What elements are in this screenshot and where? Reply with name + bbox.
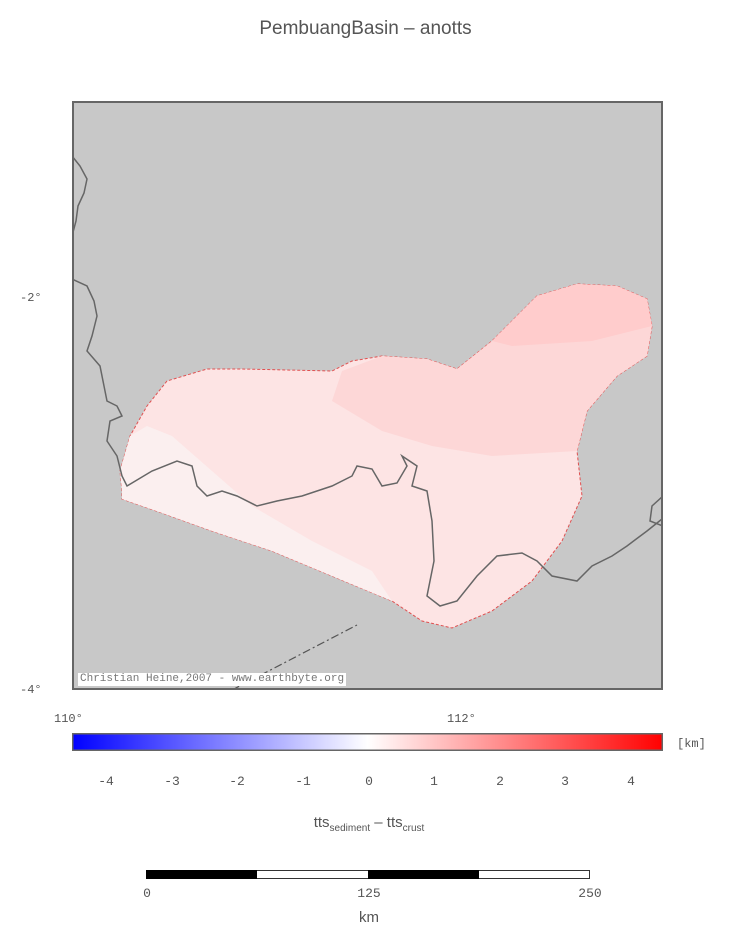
colorbar-tick: 1	[430, 774, 438, 789]
scale-label: 125	[357, 886, 381, 901]
colorbar-unit: [km]	[677, 737, 706, 751]
colorbar-tick: 2	[496, 774, 504, 789]
map-panel	[72, 101, 663, 690]
colorbar-label: ttssediment – ttscrust	[313, 814, 425, 834]
colorbar-tick: 4	[627, 774, 635, 789]
colorbar-tick: 0	[365, 774, 373, 789]
map-title: PembuangBasin – anotts	[259, 18, 472, 39]
y-tick-label: -4°	[20, 683, 42, 697]
scale-unit: km	[359, 909, 379, 926]
scale-label: 0	[143, 886, 151, 901]
map-canvas	[72, 101, 663, 690]
coastline	[72, 155, 663, 607]
credit-text: Christian Heine,2007 - www.earthbyte.org	[78, 673, 347, 686]
scale-label: 250	[578, 886, 602, 901]
x-tick-label: 112°	[447, 712, 476, 726]
colorbar-tick: 3	[561, 774, 569, 789]
y-tick-label: -2°	[20, 291, 42, 305]
colorbar-tick: -1	[295, 774, 311, 789]
basin-polygon	[119, 283, 653, 629]
scale-bar	[146, 866, 590, 879]
colorbar-tick: -4	[98, 774, 114, 789]
colorbar-tick: -2	[229, 774, 245, 789]
colorbar-tick: -3	[164, 774, 180, 789]
map-frame	[72, 101, 663, 690]
x-tick-label: 110°	[54, 712, 83, 726]
colorbar-gradient	[70, 731, 665, 753]
colorbar	[70, 731, 665, 753]
